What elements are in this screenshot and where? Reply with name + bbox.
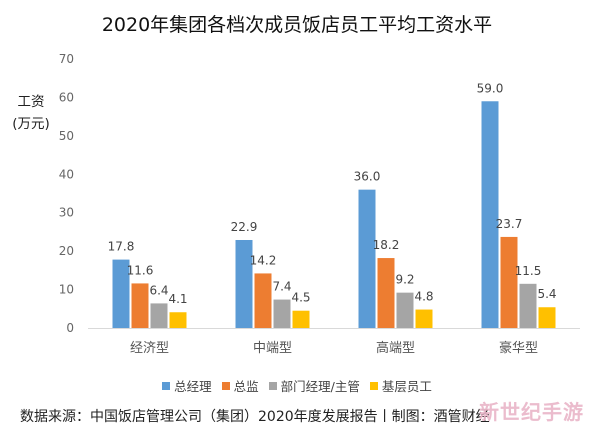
y-tick-label: 0 <box>66 321 74 335</box>
y-axis-unit-line2: (万元) <box>12 116 50 132</box>
y-axis-unit: 工资 (万元) <box>6 91 56 135</box>
x-category-label: 中端型 <box>253 341 292 356</box>
data-label: 4.1 <box>168 292 187 306</box>
data-label: 11.6 <box>127 263 154 277</box>
bar-2-4 <box>500 236 518 328</box>
legend-label: 总监 <box>233 379 259 394</box>
bar-3-1 <box>150 303 168 328</box>
bar-3-3 <box>396 292 414 328</box>
y-tick-label: 20 <box>59 244 74 258</box>
legend-swatch <box>162 381 171 390</box>
data-label: 7.4 <box>272 280 291 294</box>
data-label: 17.8 <box>108 240 135 254</box>
data-label: 18.2 <box>373 238 400 252</box>
legend: 总经理 总监 部门经理/主管 基层员工 <box>0 376 594 395</box>
bar-1-4 <box>481 101 499 329</box>
y-tick-label: 70 <box>59 52 74 66</box>
bar-1-3 <box>358 189 376 328</box>
y-tick-label: 10 <box>59 283 74 297</box>
data-label: 11.5 <box>515 264 542 278</box>
data-label: 59.0 <box>477 81 504 95</box>
legend-item: 基层员工 <box>369 376 432 395</box>
data-label: 23.7 <box>496 217 523 231</box>
legend-label: 基层员工 <box>381 379 432 394</box>
bar-1-1 <box>112 259 130 328</box>
bar-2-2 <box>254 273 272 328</box>
x-category-label: 高端型 <box>376 340 415 356</box>
data-label: 4.5 <box>291 291 310 305</box>
source-note: 数据来源：中国饭店管理公司（集团）2020年度发展报告丨制图：酒管财经 <box>20 409 490 425</box>
bar-4-1 <box>169 312 187 328</box>
legend-label: 总经理 <box>174 379 212 394</box>
y-tick-label: 40 <box>59 167 74 181</box>
bar-2-1 <box>131 283 149 328</box>
y-tick-label: 60 <box>59 90 74 104</box>
legend-label: 部门经理/主管 <box>280 379 360 394</box>
legend-swatch <box>221 381 230 390</box>
data-label: 4.8 <box>414 290 433 304</box>
x-category-label: 豪华型 <box>499 340 538 356</box>
legend-swatch <box>268 381 277 390</box>
y-tick-label: 30 <box>59 206 74 220</box>
chart-title: 2020年集团各档次成员饭店员工平均工资水平 <box>101 14 493 36</box>
data-label: 22.9 <box>231 220 258 234</box>
data-label: 6.4 <box>149 283 168 297</box>
bar-2-3 <box>377 258 395 328</box>
y-tick-label: 50 <box>59 129 74 143</box>
legend-swatch <box>369 381 378 390</box>
data-label: 9.2 <box>395 273 414 287</box>
legend-item: 总经理 <box>162 376 212 395</box>
y-axis-unit-line1: 工资 <box>17 94 45 110</box>
watermark-logo: 新世纪手游 <box>479 400 584 424</box>
x-category-label: 经济型 <box>130 341 169 356</box>
legend-item: 部门经理/主管 <box>268 376 360 395</box>
bar-4-2 <box>292 310 310 328</box>
bar-4-3 <box>415 309 433 328</box>
legend-item: 总监 <box>221 376 259 395</box>
data-label: 36.0 <box>354 170 381 184</box>
bar-4-4 <box>538 307 556 328</box>
bar-3-2 <box>273 299 291 328</box>
bar-1-2 <box>235 239 253 328</box>
bar-3-4 <box>519 283 537 328</box>
data-label: 5.4 <box>537 287 556 301</box>
data-label: 14.2 <box>250 253 277 267</box>
